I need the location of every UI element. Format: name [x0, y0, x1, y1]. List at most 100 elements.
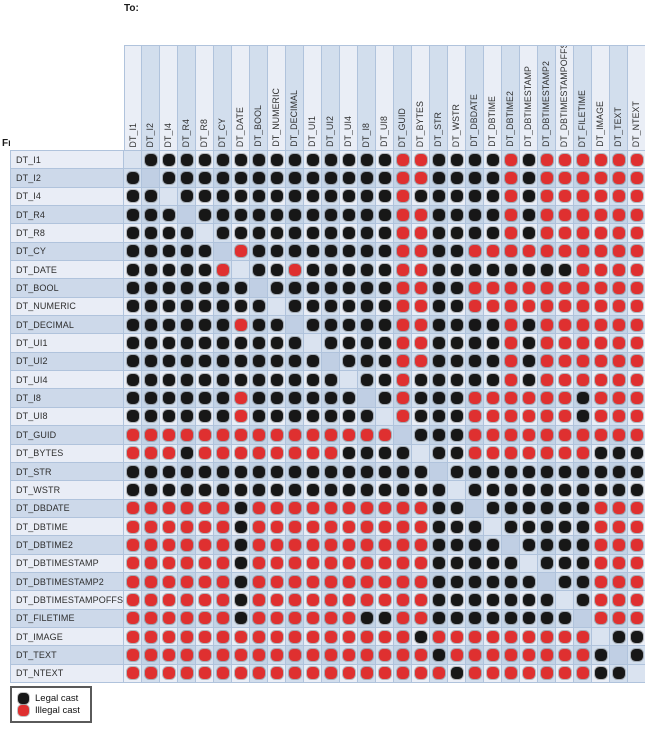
row-label: DT_NTEXT — [10, 664, 124, 683]
illegal-cast-dot — [594, 153, 607, 166]
legal-cast-dot — [468, 538, 481, 551]
illegal-cast-dot — [414, 612, 427, 625]
column-header-label: DT_DECIMAL — [289, 90, 299, 147]
illegal-cast-dot — [468, 410, 481, 423]
legal-cast-dot — [126, 227, 139, 240]
matrix-cell — [178, 224, 196, 243]
legal-cast-dot — [126, 263, 139, 276]
matrix-cell — [520, 334, 538, 353]
matrix-cell — [160, 572, 178, 592]
illegal-cast-dot — [540, 337, 553, 350]
illegal-cast-dot — [594, 593, 607, 606]
legend-item: Illegal cast — [18, 705, 80, 716]
matrix-cell — [556, 481, 574, 500]
legal-cast-dot — [216, 153, 229, 166]
matrix-cell — [286, 591, 304, 610]
legal-cast-dot — [180, 392, 193, 405]
illegal-cast-dot — [396, 538, 409, 551]
legal-cast-dot — [360, 300, 373, 313]
illegal-cast-dot — [612, 428, 625, 441]
legal-cast-dot — [360, 355, 373, 368]
matrix-cell — [520, 169, 538, 188]
legal-cast-dot — [576, 502, 589, 515]
legal-cast-dot — [198, 190, 211, 203]
illegal-cast-dot — [234, 245, 247, 258]
illegal-cast-dot — [486, 648, 499, 661]
legal-cast-dot — [486, 502, 499, 515]
legal-cast-dot — [378, 373, 391, 386]
illegal-cast-dot — [162, 428, 175, 441]
matrix-cell — [268, 462, 286, 482]
legal-cast-dot — [558, 465, 571, 478]
legal-cast-dot — [558, 575, 571, 588]
matrix-cell — [160, 407, 178, 427]
column-header: DT_STR — [430, 45, 448, 151]
matrix-cell — [340, 554, 358, 573]
matrix-cell — [286, 187, 304, 207]
matrix-cell — [178, 151, 196, 170]
matrix-cell — [232, 242, 250, 262]
matrix-cell — [340, 187, 358, 207]
matrix-cell — [178, 316, 196, 335]
illegal-cast-dot — [612, 190, 625, 203]
row-label: DT_DBTIME2 — [10, 536, 124, 555]
row-label: DT_TEXT — [10, 646, 124, 665]
matrix-cell — [124, 554, 142, 573]
matrix-cell — [628, 242, 645, 262]
matrix-cell — [340, 536, 358, 555]
legal-cast-dot — [450, 502, 463, 515]
matrix-cell — [214, 499, 232, 518]
illegal-cast-dot — [504, 208, 517, 221]
legal-cast-dot — [360, 410, 373, 423]
matrix-cell — [502, 187, 520, 207]
legal-cast-dot — [486, 337, 499, 350]
matrix-cell — [538, 609, 556, 628]
matrix-cell — [610, 554, 628, 573]
illegal-cast-dot — [144, 520, 157, 533]
matrix-cell — [178, 536, 196, 555]
illegal-cast-dot — [630, 227, 643, 240]
matrix-cell — [574, 609, 592, 628]
illegal-cast-dot — [270, 538, 283, 551]
matrix-cell — [628, 444, 645, 463]
legal-cast-dot — [144, 300, 157, 313]
matrix-cell — [574, 591, 592, 610]
row-label: DT_GUID — [10, 426, 124, 445]
matrix-cell — [340, 444, 358, 463]
matrix-cell — [196, 426, 214, 445]
row-label: DT_FILETIME — [10, 609, 124, 628]
illegal-cast-dot — [504, 153, 517, 166]
matrix-cell — [610, 517, 628, 537]
matrix-cell — [430, 352, 448, 372]
illegal-cast-dot — [234, 410, 247, 423]
matrix-cell — [502, 481, 520, 500]
matrix-cell — [178, 187, 196, 207]
illegal-cast-dot — [630, 172, 643, 185]
matrix-cell — [286, 664, 304, 683]
legal-cast-dot — [198, 465, 211, 478]
legal-cast-dot — [522, 575, 535, 588]
matrix-cell — [538, 206, 556, 225]
legal-cast-dot — [234, 300, 247, 313]
legal-cast-dot — [162, 318, 175, 331]
matrix-cell — [250, 316, 268, 335]
legal-cast-dot — [252, 190, 265, 203]
matrix-cell — [556, 664, 574, 683]
matrix-cell — [628, 664, 645, 683]
matrix-cell — [484, 279, 502, 298]
legal-cast-dot — [162, 355, 175, 368]
legal-cast-dot — [324, 410, 337, 423]
illegal-cast-dot — [306, 575, 319, 588]
matrix-cell — [178, 572, 196, 592]
matrix-cell — [160, 462, 178, 482]
matrix-cell — [556, 554, 574, 573]
illegal-cast-dot — [486, 630, 499, 643]
matrix-cell — [502, 591, 520, 610]
column-header: DT_I2 — [142, 45, 160, 151]
matrix-cell — [304, 169, 322, 188]
matrix-cell — [502, 627, 520, 647]
matrix-cell — [322, 499, 340, 518]
matrix-cell — [214, 169, 232, 188]
matrix-cell — [502, 261, 520, 280]
matrix-cell — [124, 261, 142, 280]
